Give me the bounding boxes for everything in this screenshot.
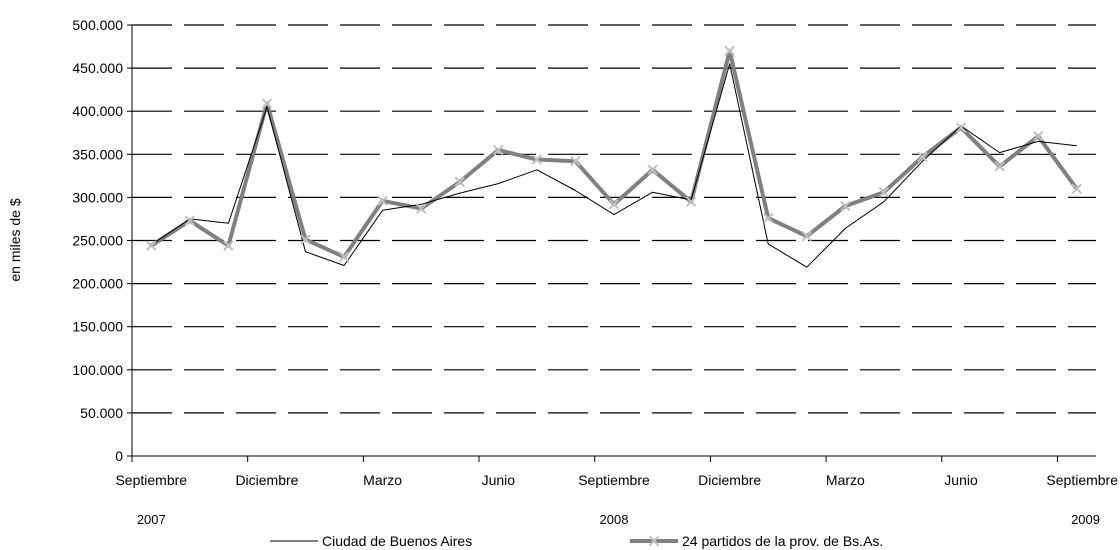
marker-stroke-b — [531, 154, 543, 165]
x-tick-label-1: Diciembre — [235, 472, 298, 488]
data-point-partidos-18 — [840, 200, 851, 212]
data-point-partidos-20 — [917, 151, 928, 163]
legend: Ciudad de Buenos Aires 24 partidos de la… — [270, 533, 883, 549]
y-tick-label-3: 150.000 — [72, 319, 123, 335]
data-point-partidos-15 — [724, 45, 735, 57]
series-line-ciudad — [151, 63, 1077, 268]
year-label-2: 2009 — [1071, 512, 1100, 527]
marker-stroke-b — [223, 240, 234, 251]
data-point-partidos-4 — [300, 234, 311, 245]
data-point-partidos-24 — [1071, 183, 1082, 194]
data-point-partidos-2 — [223, 240, 234, 251]
data-point-partidos-11 — [570, 155, 581, 167]
y-tick-label-10: 500.000 — [72, 17, 123, 33]
data-point-partidos-8 — [454, 176, 465, 188]
data-point-partidos-3 — [261, 98, 273, 109]
data-point-partidos-6 — [377, 195, 388, 207]
y-tick-label-2: 100.000 — [72, 362, 123, 378]
marker-stroke-b — [801, 230, 813, 242]
legend-item-ciudad: Ciudad de Buenos Aires — [270, 533, 472, 549]
x-tick-label-7: Junio — [944, 472, 978, 488]
y-tick-label-8: 400.000 — [72, 103, 123, 119]
marker-stroke-b — [647, 164, 658, 176]
series-lines — [146, 45, 1082, 268]
data-point-partidos-23 — [1032, 130, 1044, 142]
marker-stroke-b — [493, 144, 504, 156]
data-point-partidos-9 — [493, 144, 504, 156]
data-point-partidos-19 — [878, 187, 890, 198]
y-tick-label-0: 0 — [115, 448, 123, 464]
y-tick-label-9: 450.000 — [72, 60, 123, 76]
data-point-partidos-22 — [994, 161, 1005, 172]
marker-stroke-b — [955, 122, 967, 133]
data-point-partidos-1 — [184, 215, 196, 226]
year-label-1: 2008 — [600, 512, 629, 527]
y-tick-label-7: 350.000 — [72, 146, 123, 162]
legend-item-partidos: 24 partidos de la prov. de Bs.As. — [630, 533, 883, 549]
data-point-partidos-10 — [531, 154, 543, 165]
marker-stroke-b — [454, 176, 465, 188]
data-point-partidos-21 — [955, 122, 967, 133]
marker-stroke-b — [724, 45, 735, 57]
marker-stroke-b — [608, 199, 620, 210]
legend-marker-x — [648, 535, 660, 547]
marker-stroke-b — [994, 161, 1005, 172]
y-tick-label-1: 50.000 — [80, 405, 123, 421]
x-tick-label-5: Diciembre — [698, 472, 761, 488]
marker-stroke-b — [146, 240, 157, 251]
marker-stroke-b — [1071, 183, 1082, 194]
y-tick-label-4: 200.000 — [72, 276, 123, 292]
data-point-partidos-12 — [608, 199, 620, 210]
marker-stroke-b — [840, 200, 851, 212]
legend-label-partidos: 24 partidos de la prov. de Bs.As. — [682, 533, 883, 549]
x-tick-labels: Septiembre Diciembre Marzo Junio Septiembre D… — [115, 456, 1118, 527]
marker-stroke-b — [570, 155, 581, 167]
x-tick-label-8: Septiembre — [1046, 472, 1118, 488]
marker-stroke-b — [377, 195, 388, 207]
x-tick-label-0: Septiembre — [115, 472, 187, 488]
y-tick-label-5: 250.000 — [72, 233, 123, 249]
marker-stroke-b — [184, 215, 196, 226]
data-point-partidos-13 — [647, 164, 658, 176]
marker-stroke-b — [261, 98, 273, 109]
data-point-partidos-0 — [146, 240, 157, 251]
legend-marker-partidos — [648, 535, 660, 547]
y-tick-label-6: 300.000 — [72, 189, 123, 205]
marker-stroke-b — [338, 251, 350, 263]
marker-stroke-b — [685, 196, 697, 207]
marker-stroke-b — [300, 234, 311, 245]
data-point-partidos-16 — [763, 212, 774, 224]
data-point-partidos-5 — [338, 251, 350, 263]
marker-stroke-b — [917, 151, 928, 163]
marker-stroke-b — [763, 212, 774, 224]
legend-label-ciudad: Ciudad de Buenos Aires — [322, 533, 472, 549]
x-tick-label-3: Junio — [482, 472, 516, 488]
marker-stroke-b — [648, 535, 660, 547]
marker-stroke-b — [415, 203, 427, 214]
gridlines — [132, 24, 1096, 414]
y-tick-labels: 0 50.000 100.000 150.000 200.000 250.000 300.0… — [72, 17, 132, 464]
data-point-partidos-7 — [415, 203, 427, 214]
x-tick-label-2: Marzo — [363, 472, 402, 488]
year-label-0: 2007 — [137, 512, 166, 527]
x-tick-label-6: Marzo — [826, 472, 865, 488]
data-point-partidos-17 — [801, 230, 813, 242]
x-tick-label-4: Septiembre — [578, 472, 650, 488]
y-axis-label: en miles de $ — [7, 198, 23, 281]
marker-stroke-b — [1032, 130, 1044, 142]
data-point-partidos-14 — [685, 196, 697, 207]
marker-stroke-b — [878, 187, 890, 198]
